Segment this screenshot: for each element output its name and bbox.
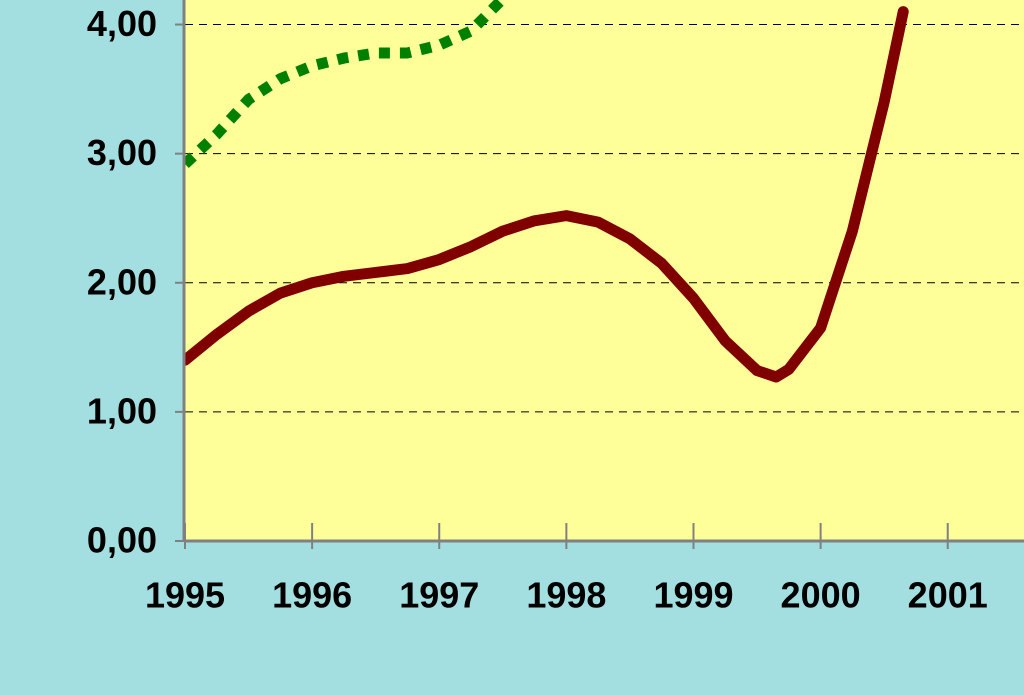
y-tick-label: 2,00 xyxy=(87,261,157,302)
y-tick-label: 0,00 xyxy=(87,520,157,561)
x-tick-label: 2001 xyxy=(908,575,988,616)
series-line xyxy=(185,0,507,168)
y-tick-label: 1,00 xyxy=(87,390,157,431)
y-tick-label: 4,00 xyxy=(87,3,157,44)
y-tick-label: 3,00 xyxy=(87,132,157,173)
x-tick-label: 1997 xyxy=(399,575,479,616)
x-tick-label: 2000 xyxy=(781,575,861,616)
x-tick-label: 1995 xyxy=(145,575,225,616)
x-tick-label: 1999 xyxy=(653,575,733,616)
x-tick-label: 1998 xyxy=(526,575,606,616)
plot-area xyxy=(185,0,1024,541)
series-line xyxy=(185,6,909,383)
x-tick-label: 1996 xyxy=(272,575,352,616)
